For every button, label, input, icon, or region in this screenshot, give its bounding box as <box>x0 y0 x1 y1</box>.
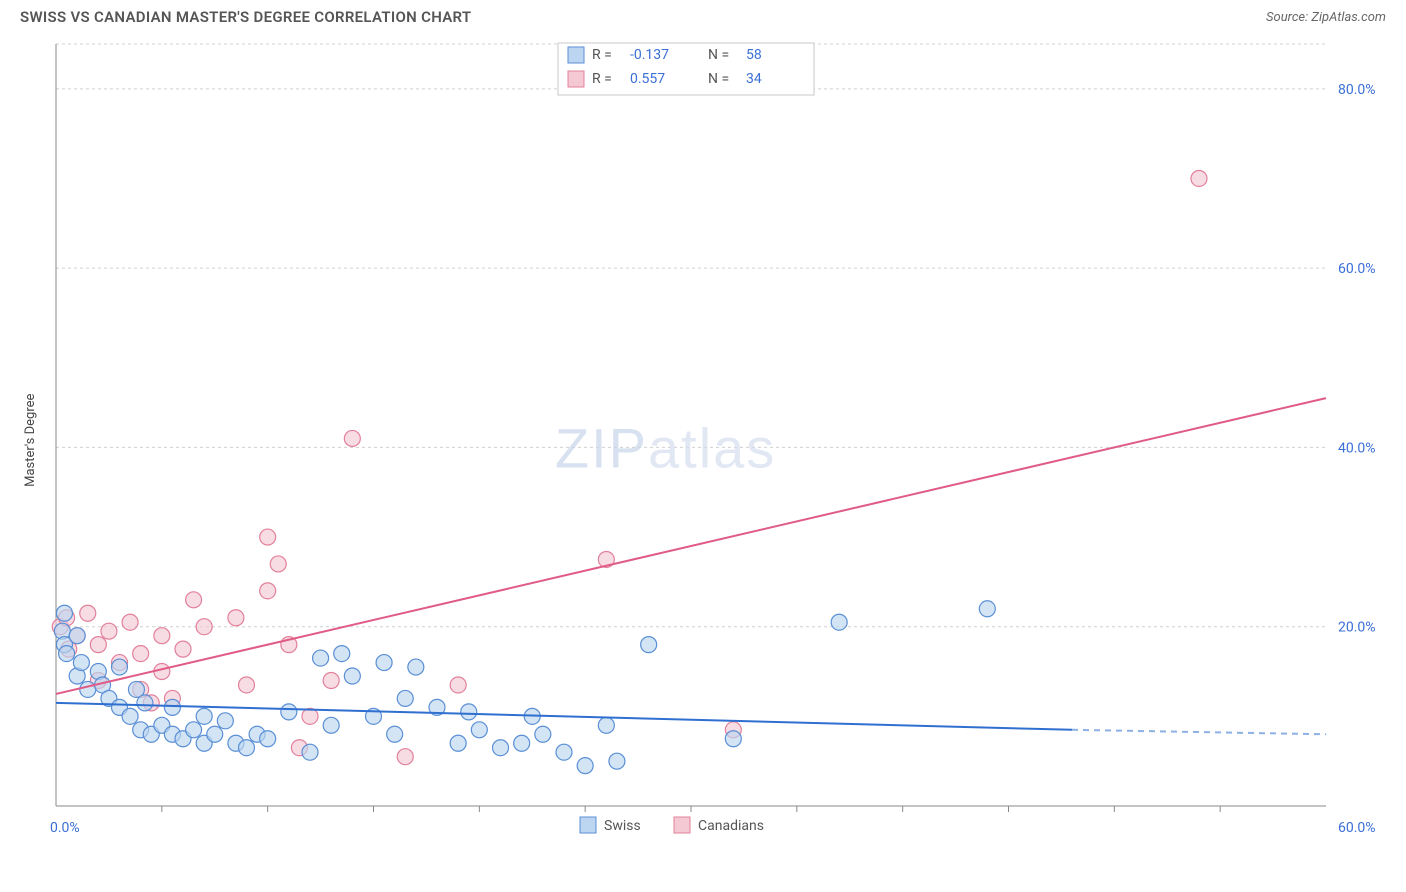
canadian-point <box>186 592 202 608</box>
swiss-point <box>207 726 223 742</box>
legend-r-value: -0.137 <box>630 47 669 63</box>
swiss-point <box>598 717 614 733</box>
chart-container: 20.0% 40.0% 60.0% 80.0% 0.0% 60.0% Master's De… <box>20 38 1386 846</box>
canadian-point <box>270 556 286 572</box>
swiss-point <box>186 722 202 738</box>
swiss-point <box>461 704 477 720</box>
legend-n-label: N = <box>708 47 729 63</box>
swiss-point <box>979 601 995 617</box>
swiss-point <box>217 713 233 729</box>
swiss-point <box>302 744 318 760</box>
bottom-legend-label: Swiss <box>604 818 641 834</box>
swiss-point <box>397 690 413 706</box>
canadian-point <box>450 677 466 693</box>
swiss-point <box>196 708 212 724</box>
swiss-point <box>471 722 487 738</box>
canadian-point <box>239 677 255 693</box>
canadian-point <box>1191 170 1207 186</box>
watermark: ZIPatlas <box>555 416 776 479</box>
swiss-point <box>164 699 180 715</box>
swiss-point <box>831 614 847 630</box>
swiss-trend-line-dash <box>1072 730 1326 734</box>
swiss-point <box>323 717 339 733</box>
correlation-scatter-chart: 20.0% 40.0% 60.0% 80.0% 0.0% 60.0% Master's De… <box>20 38 1386 846</box>
swiss-point <box>334 646 350 662</box>
legend-n-value: 58 <box>746 47 762 63</box>
legend-swatch <box>568 71 584 87</box>
canadian-point <box>196 619 212 635</box>
canadian-point <box>90 637 106 653</box>
swiss-point <box>112 659 128 675</box>
swiss-point <box>387 726 403 742</box>
swiss-point <box>556 744 572 760</box>
swiss-point <box>69 628 85 644</box>
swiss-point <box>408 659 424 675</box>
legend-r-label: R = <box>592 71 612 87</box>
swiss-point <box>80 681 96 697</box>
canadian-point <box>133 646 149 662</box>
legend-n-label: N = <box>708 71 729 87</box>
swiss-point <box>344 668 360 684</box>
canadian-point <box>344 430 360 446</box>
canadian-point <box>154 628 170 644</box>
swiss-point <box>450 735 466 751</box>
swiss-point <box>239 740 255 756</box>
legend-r-label: R = <box>592 47 612 63</box>
y-axis-title: Master's Degree <box>23 393 38 486</box>
y-tick-label: 60.0% <box>1338 261 1376 277</box>
swiss-point <box>376 655 392 671</box>
swiss-point <box>725 731 741 747</box>
swiss-point <box>56 605 72 621</box>
legend-n-value: 34 <box>746 71 762 87</box>
swiss-point <box>514 735 530 751</box>
canadian-point <box>101 623 117 639</box>
swiss-point <box>137 695 153 711</box>
canadian-point <box>397 749 413 765</box>
canadian-point <box>228 610 244 626</box>
x-tick-label-left: 0.0% <box>50 820 80 836</box>
source-label: Source: ZipAtlas.com <box>1266 10 1386 25</box>
chart-title: SWISS VS CANADIAN MASTER'S DEGREE CORREL… <box>20 8 471 26</box>
bottom-legend-swatch <box>674 817 690 833</box>
y-tick-label: 20.0% <box>1338 620 1376 636</box>
swiss-point <box>122 708 138 724</box>
swiss-point <box>59 646 75 662</box>
swiss-point <box>493 740 509 756</box>
canadian-point <box>260 583 276 599</box>
canadian-point <box>175 641 191 657</box>
swiss-point <box>73 655 89 671</box>
swiss-point <box>577 758 593 774</box>
legend-r-value: 0.557 <box>630 71 665 87</box>
bottom-legend-swatch <box>580 817 596 833</box>
canadian-point <box>80 605 96 621</box>
bottom-legend-label: Canadians <box>698 818 764 834</box>
legend-swatch <box>568 47 584 63</box>
swiss-point <box>313 650 329 666</box>
swiss-point <box>641 637 657 653</box>
swiss-point <box>260 731 276 747</box>
y-tick-label: 80.0% <box>1338 82 1376 98</box>
swiss-point <box>609 753 625 769</box>
y-tick-label: 40.0% <box>1338 440 1376 456</box>
canadian-point <box>122 614 138 630</box>
canadian-point <box>323 672 339 688</box>
canadian-point <box>260 529 276 545</box>
swiss-point <box>535 726 551 742</box>
swiss-point <box>281 704 297 720</box>
x-tick-label-right: 60.0% <box>1338 820 1376 836</box>
